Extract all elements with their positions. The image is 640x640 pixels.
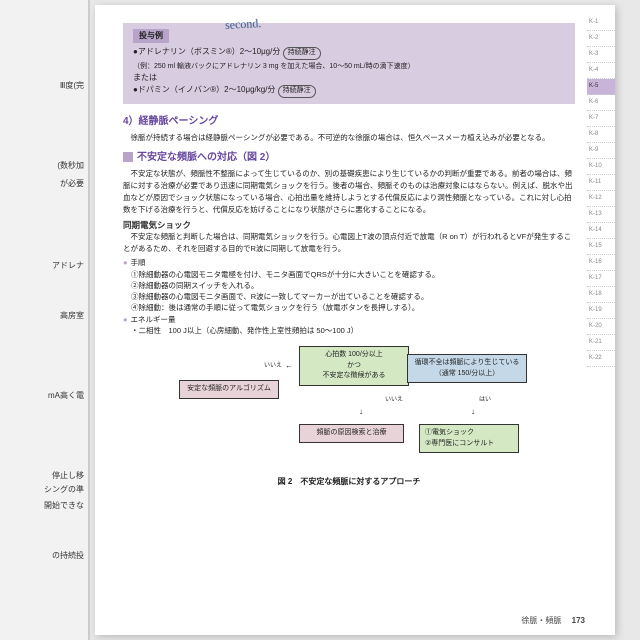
label-no-1: いいえ [264,362,282,371]
step-3: ③除細動器の心電図モニタ画面で、R波に一致してマーカーが出ていることを確認する。 [123,291,575,302]
section-bar-icon [123,152,133,162]
tab-K-4[interactable]: K-4 [587,63,615,79]
dosage-header: 投与例 [133,29,169,43]
tab-K-17[interactable]: K-17 [587,271,615,287]
tab-K-10[interactable]: K-10 [587,159,615,175]
tab-K-15[interactable]: K-15 [587,239,615,255]
tab-K-8[interactable]: K-8 [587,127,615,143]
left-fragment: 停止し移 [52,470,84,481]
tab-K-14[interactable]: K-14 [587,223,615,239]
left-fragment: アドレナ [52,260,84,271]
tab-K-16[interactable]: K-16 [587,255,615,271]
main-section-title: 不安定な頻脈への対応（図 2） [123,150,575,165]
tab-K-2[interactable]: K-2 [587,31,615,47]
drug-line-1: ●アドレナリン（ボスミン®）2～10μg/分 [133,47,280,56]
label-yes-2: はい [479,396,491,405]
tab-K-21[interactable]: K-21 [587,335,615,351]
tab-K-13[interactable]: K-13 [587,207,615,223]
left-fragment: の持続投 [52,550,84,561]
dosage-box: 投与例 ●アドレナリン（ボスミン®）2～10μg/分 持続静注 （例：250 m… [123,23,575,104]
tab-K-20[interactable]: K-20 [587,319,615,335]
page-accent [81,45,89,595]
tab-K-6[interactable]: K-6 [587,95,615,111]
section-4-title: 4）経静脈ペーシング [123,114,575,129]
step-1: ①除細動器の心電図モニタ電極を付け、モニタ画面でQRSが十分に大きいことを確認す… [123,269,575,280]
step-2: ②除細動器の同期スイッチを入れる。 [123,280,575,291]
label-no-2: いいえ [385,396,403,405]
side-tabs: K-1K-2K-3K-4K-5K-6K-7K-8K-9K-10K-11K-12K… [587,15,615,367]
page-footer: 徐脈・頻脈 173 [521,615,585,627]
bullet-title-2: エネルギー量 [123,314,575,325]
left-fragment: (数秒加 [57,160,84,171]
figure-caption: 図 2 不安定な頻脈に対するアプローチ [123,476,575,488]
flow-start: 心拍数 100/分以上 かつ 不安定な徴候がある [299,346,409,386]
drug-line-2: ●ドパミン（イノバン®）2～10μg/kg/分 [133,85,275,94]
tab-K-11[interactable]: K-11 [587,175,615,191]
left-fragment: 開始できな [44,500,84,511]
para-1: 不安定な状態が、頻脈性不整脈によって生じているのか、別の基礎疾患により生じている… [123,168,575,216]
para-2: 不安定な頻脈と判断した場合は、同期電気ショックを行う。心電図上T波の頂点付近で放… [123,231,575,255]
or-text: または [133,73,157,82]
textbook-page: second. 投与例 ●アドレナリン（ボスミン®）2～10μg/分 持続静注 … [95,5,615,635]
drug-example: （例：250 ml 輸液バックにアドレナリン 3 mg を加えた場合、10～50… [133,63,415,70]
left-fragment: シングの準 [44,484,84,495]
footer-title: 徐脈・頻脈 [521,616,561,625]
flow-left-1: 安定な頻脈のアルゴリズム [179,380,279,399]
flow-right-1: 循環不全は頻脈により生じている （通常 150/分以上） [407,354,527,383]
flowchart: 心拍数 100/分以上 かつ 不安定な徴候がある いいえ はい ← → 安定な頻… [189,346,509,466]
sub-title: 同期電気ショック [123,219,575,232]
handwritten-note: second. [225,14,262,34]
note-oval-2: 持続静注 [278,85,316,98]
energy-1: ・二相性 100 J以上（心房細動、発作性上室性頻拍は 50～100 J） [123,325,575,336]
bullet-title-1: 手順 [123,257,575,268]
section-4-text: 徐脈が持続する場合は経静脈ペーシングが必要である。不可逆的な徐脈の場合は、恒久ペ… [123,132,575,144]
tab-K-5[interactable]: K-5 [587,79,615,95]
step-4: ④除細動：後は通常の手順に従って電気ショックを行う（放電ボタンを長押しする）。 [123,302,575,313]
tab-K-3[interactable]: K-3 [587,47,615,63]
tab-K-7[interactable]: K-7 [587,111,615,127]
arrow-down-2: ↓ [471,406,475,418]
note-oval-1: 持続静注 [283,47,321,60]
arrow-left-1: ← [285,360,293,372]
flow-bottom-left: 頻脈の原因検索と治療 [299,424,404,443]
tab-K-18[interactable]: K-18 [587,287,615,303]
tab-K-1[interactable]: K-1 [587,15,615,31]
tab-K-12[interactable]: K-12 [587,191,615,207]
tab-K-19[interactable]: K-19 [587,303,615,319]
tab-K-9[interactable]: K-9 [587,143,615,159]
tab-K-22[interactable]: K-22 [587,351,615,367]
page-number: 173 [572,616,585,625]
flow-bottom-right: ①電気ショック ②専門医にコンサルト [419,424,519,453]
left-fragment: mA高く電 [48,390,84,401]
left-page-edge: Ⅲ度(完(数秒加が必要アドレナ高房室mA高く電停止し移シングの準開始できなの持続… [0,0,90,640]
arrow-down-1: ↓ [359,406,363,418]
